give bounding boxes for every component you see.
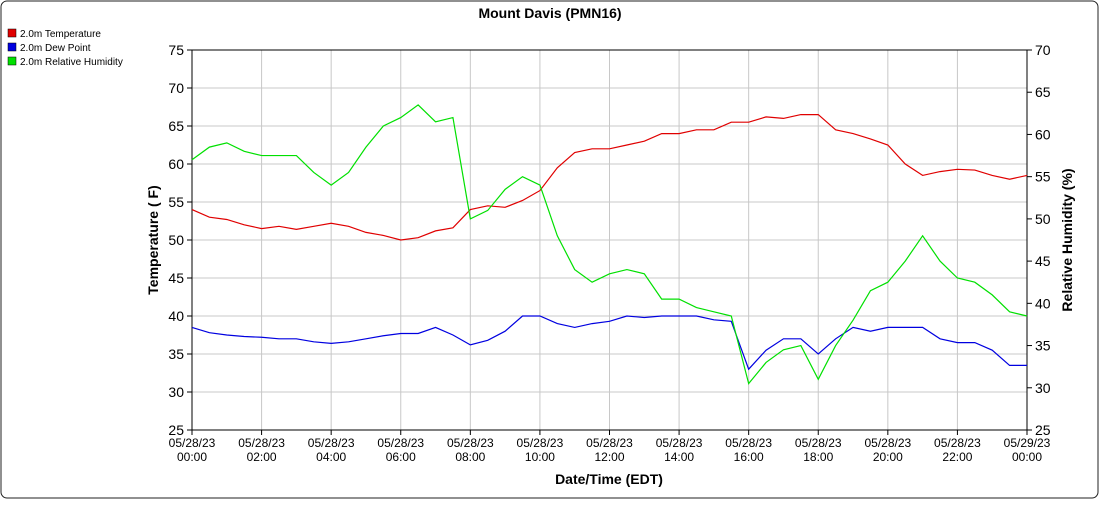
x-tick-label: 05/28/23 — [517, 436, 564, 450]
x-tick-label: 14:00 — [664, 450, 694, 464]
y-tick-label: 30 — [168, 384, 184, 400]
x-tick-label: 10:00 — [525, 450, 555, 464]
y2-tick-label: 40 — [1035, 295, 1051, 311]
x-tick-label: 05/29/23 — [1004, 436, 1051, 450]
series-line — [191, 104, 1028, 385]
y2-axis-label: Relative Humidity (%) — [1059, 168, 1075, 311]
x-tick-label: 05/28/23 — [377, 436, 424, 450]
x-tick-label: 05/28/23 — [308, 436, 355, 450]
x-tick-label: 05/28/23 — [656, 436, 703, 450]
x-tick-label: 08:00 — [455, 450, 485, 464]
x-tick-label: 05/28/23 — [169, 436, 216, 450]
y-tick-label: 45 — [168, 270, 184, 286]
legend-swatch — [7, 56, 17, 66]
x-tick-label: 05/28/23 — [934, 436, 981, 450]
y-tick-label: 40 — [168, 308, 184, 324]
x-tick-label: 06:00 — [386, 450, 416, 464]
legend-swatch — [7, 42, 17, 52]
legend-swatch — [7, 28, 17, 38]
y2-tick-label: 45 — [1035, 253, 1051, 269]
plot-border — [191, 49, 1028, 431]
x-tick-label: 05/28/23 — [447, 436, 494, 450]
legend-label: 2.0m Relative Humidity — [20, 57, 123, 68]
y2-tick-label: 55 — [1035, 169, 1051, 185]
x-tick-label: 05/28/23 — [725, 436, 772, 450]
legend-label: 2.0m Temperature — [20, 29, 101, 40]
y-axis-label: Temperature ( F) — [145, 185, 161, 294]
y-tick-label: 50 — [168, 232, 184, 248]
series-line — [191, 315, 1027, 371]
y-tick-label: 25 — [168, 422, 184, 438]
y-tick-label: 55 — [168, 194, 184, 210]
x-tick-label: 05/28/23 — [238, 436, 285, 450]
x-tick-label: 18:00 — [803, 450, 833, 464]
x-tick-label: 00:00 — [177, 450, 207, 464]
x-tick-label: 00:00 — [1012, 450, 1042, 464]
x-tick-label: 02:00 — [247, 450, 277, 464]
y2-tick-label: 65 — [1035, 84, 1051, 100]
x-axis-label: Date/Time (EDT) — [555, 471, 663, 487]
series-line — [191, 114, 1028, 241]
y2-tick-label: 60 — [1035, 126, 1051, 142]
y2-tick-label: 70 — [1035, 42, 1051, 58]
y-tick-label: 60 — [168, 156, 184, 172]
legend-label: 2.0m Dew Point — [20, 43, 91, 54]
y-tick-label: 65 — [168, 118, 184, 134]
x-tick-label: 04:00 — [316, 450, 346, 464]
y-tick-label: 70 — [168, 80, 184, 96]
y-tick-label: 35 — [168, 346, 184, 362]
x-tick-label: 20:00 — [873, 450, 903, 464]
x-tick-label: 16:00 — [734, 450, 764, 464]
y2-tick-label: 25 — [1035, 422, 1051, 438]
y2-tick-label: 50 — [1035, 211, 1051, 227]
chart-title: Mount Davis (PMN16) — [478, 5, 621, 21]
x-tick-label: 12:00 — [594, 450, 624, 464]
y-tick-label: 75 — [168, 42, 184, 58]
x-tick-label: 05/28/23 — [586, 436, 633, 450]
x-tick-label: 05/28/23 — [864, 436, 911, 450]
y2-tick-label: 35 — [1035, 338, 1051, 354]
x-tick-label: 05/28/23 — [795, 436, 842, 450]
y2-tick-label: 30 — [1035, 380, 1051, 396]
x-tick-label: 22:00 — [942, 450, 972, 464]
